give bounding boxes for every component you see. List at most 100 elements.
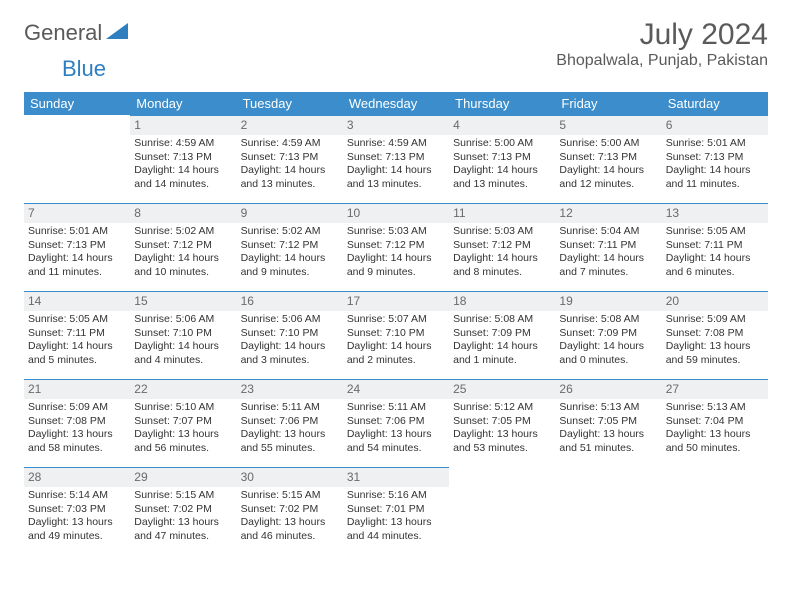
day-number: 16: [237, 291, 343, 311]
sunrise-line: Sunrise: 5:08 AM: [559, 313, 657, 326]
day-number: 2: [237, 115, 343, 135]
sunrise-line: Sunrise: 5:09 AM: [666, 313, 764, 326]
triangle-icon: [106, 23, 128, 44]
sunrise-line: Sunrise: 5:15 AM: [241, 489, 339, 502]
sunrise-line: Sunrise: 5:13 AM: [666, 401, 764, 414]
day-info: Sunrise: 5:06 AMSunset: 7:10 PMDaylight:…: [237, 311, 343, 371]
sunrise-line: Sunrise: 5:02 AM: [134, 225, 232, 238]
sunset-line: Sunset: 7:13 PM: [347, 151, 445, 164]
daylight-line: Daylight: 14 hours and 8 minutes.: [453, 252, 551, 279]
day-cell: 1Sunrise: 4:59 AMSunset: 7:13 PMDaylight…: [130, 115, 236, 203]
day-cell: 7 Sunrise: 5:01 AMSunset: 7:13 PMDaylight…: [24, 203, 130, 291]
day-info: Sunrise: 5:06 AMSunset: 7:10 PMDaylight:…: [130, 311, 236, 371]
day-number: 6: [662, 115, 768, 135]
sunset-line: Sunset: 7:12 PM: [347, 239, 445, 252]
daylight-line: Daylight: 14 hours and 1 minute.: [453, 340, 551, 367]
daylight-line: Daylight: 13 hours and 56 minutes.: [134, 428, 232, 455]
sunrise-line: Sunrise: 4:59 AM: [134, 137, 232, 150]
day-info: Sunrise: 5:09 AMSunset: 7:08 PMDaylight:…: [662, 311, 768, 371]
day-cell: 18Sunrise: 5:08 AMSunset: 7:09 PMDayligh…: [449, 291, 555, 379]
sunrise-line: Sunrise: 5:10 AM: [134, 401, 232, 414]
daylight-line: Daylight: 14 hours and 2 minutes.: [347, 340, 445, 367]
sunset-line: Sunset: 7:11 PM: [28, 327, 126, 340]
day-number: 3: [343, 115, 449, 135]
sunset-line: Sunset: 7:10 PM: [134, 327, 232, 340]
day-number: 17: [343, 291, 449, 311]
sunset-line: Sunset: 7:13 PM: [453, 151, 551, 164]
day-number: 24: [343, 379, 449, 399]
weekday-header: Tuesday: [237, 92, 343, 115]
day-number: 5: [555, 115, 661, 135]
sunrise-line: Sunrise: 5:00 AM: [453, 137, 551, 150]
daylight-line: Daylight: 13 hours and 58 minutes.: [28, 428, 126, 455]
daylight-line: Daylight: 14 hours and 5 minutes.: [28, 340, 126, 367]
sunset-line: Sunset: 7:05 PM: [559, 415, 657, 428]
sunset-line: Sunset: 7:05 PM: [453, 415, 551, 428]
day-cell: 10Sunrise: 5:03 AMSunset: 7:12 PMDayligh…: [343, 203, 449, 291]
day-info: Sunrise: 5:08 AMSunset: 7:09 PMDaylight:…: [555, 311, 661, 371]
daylight-line: Daylight: 13 hours and 44 minutes.: [347, 516, 445, 543]
day-number: 7: [24, 203, 130, 223]
daylight-line: Daylight: 13 hours and 53 minutes.: [453, 428, 551, 455]
weekday-header: Wednesday: [343, 92, 449, 115]
day-cell: 26Sunrise: 5:13 AMSunset: 7:05 PMDayligh…: [555, 379, 661, 467]
sunset-line: Sunset: 7:09 PM: [559, 327, 657, 340]
sunset-line: Sunset: 7:01 PM: [347, 503, 445, 516]
day-number: 22: [130, 379, 236, 399]
sunset-line: Sunset: 7:08 PM: [666, 327, 764, 340]
day-cell: 20Sunrise: 5:09 AMSunset: 7:08 PMDayligh…: [662, 291, 768, 379]
day-cell: 3Sunrise: 4:59 AMSunset: 7:13 PMDaylight…: [343, 115, 449, 203]
daylight-line: Daylight: 13 hours and 47 minutes.: [134, 516, 232, 543]
sunrise-line: Sunrise: 4:59 AM: [347, 137, 445, 150]
sunset-line: Sunset: 7:13 PM: [134, 151, 232, 164]
day-number: 28: [24, 467, 130, 487]
day-cell: 23Sunrise: 5:11 AMSunset: 7:06 PMDayligh…: [237, 379, 343, 467]
daylight-line: Daylight: 14 hours and 11 minutes.: [28, 252, 126, 279]
day-info: Sunrise: 5:04 AMSunset: 7:11 PMDaylight:…: [555, 223, 661, 283]
sunset-line: Sunset: 7:10 PM: [347, 327, 445, 340]
sunset-line: Sunset: 7:03 PM: [28, 503, 126, 516]
sunrise-line: Sunrise: 5:03 AM: [453, 225, 551, 238]
sunrise-line: Sunrise: 5:13 AM: [559, 401, 657, 414]
day-info: Sunrise: 5:05 AMSunset: 7:11 PMDaylight:…: [24, 311, 130, 371]
daylight-line: Daylight: 14 hours and 9 minutes.: [347, 252, 445, 279]
calendar-head: SundayMondayTuesdayWednesdayThursdayFrid…: [24, 92, 768, 115]
calendar-table: SundayMondayTuesdayWednesdayThursdayFrid…: [24, 92, 768, 555]
day-info: Sunrise: 5:12 AMSunset: 7:05 PMDaylight:…: [449, 399, 555, 459]
title-block: July 2024 Bhopalwala, Punjab, Pakistan: [556, 20, 768, 70]
day-number: 26: [555, 379, 661, 399]
logo: General: [24, 20, 130, 46]
sunset-line: Sunset: 7:09 PM: [453, 327, 551, 340]
day-cell: 17Sunrise: 5:07 AMSunset: 7:10 PMDayligh…: [343, 291, 449, 379]
sunrise-line: Sunrise: 5:00 AM: [559, 137, 657, 150]
sunrise-line: Sunrise: 5:01 AM: [28, 225, 126, 238]
day-number: 27: [662, 379, 768, 399]
day-number: 13: [662, 203, 768, 223]
day-info: Sunrise: 5:11 AMSunset: 7:06 PMDaylight:…: [237, 399, 343, 459]
day-cell: 13Sunrise: 5:05 AMSunset: 7:11 PMDayligh…: [662, 203, 768, 291]
day-cell: [662, 467, 768, 555]
day-info: Sunrise: 4:59 AMSunset: 7:13 PMDaylight:…: [130, 135, 236, 195]
day-number: 12: [555, 203, 661, 223]
sunrise-line: Sunrise: 5:06 AM: [134, 313, 232, 326]
day-info: Sunrise: 5:03 AMSunset: 7:12 PMDaylight:…: [449, 223, 555, 283]
day-cell: 11Sunrise: 5:03 AMSunset: 7:12 PMDayligh…: [449, 203, 555, 291]
sunset-line: Sunset: 7:13 PM: [28, 239, 126, 252]
weekday-header: Friday: [555, 92, 661, 115]
day-cell: 24Sunrise: 5:11 AMSunset: 7:06 PMDayligh…: [343, 379, 449, 467]
sunrise-line: Sunrise: 5:11 AM: [347, 401, 445, 414]
day-number: 21: [24, 379, 130, 399]
sunset-line: Sunset: 7:06 PM: [347, 415, 445, 428]
day-cell: 16Sunrise: 5:06 AMSunset: 7:10 PMDayligh…: [237, 291, 343, 379]
day-cell: 14Sunrise: 5:05 AMSunset: 7:11 PMDayligh…: [24, 291, 130, 379]
daylight-line: Daylight: 14 hours and 11 minutes.: [666, 164, 764, 191]
calendar-body: 1Sunrise: 4:59 AMSunset: 7:13 PMDaylight…: [24, 115, 768, 555]
day-cell: 2Sunrise: 4:59 AMSunset: 7:13 PMDaylight…: [237, 115, 343, 203]
sunset-line: Sunset: 7:04 PM: [666, 415, 764, 428]
sunrise-line: Sunrise: 5:16 AM: [347, 489, 445, 502]
day-number: 15: [130, 291, 236, 311]
daylight-line: Daylight: 14 hours and 3 minutes.: [241, 340, 339, 367]
daylight-line: Daylight: 13 hours and 46 minutes.: [241, 516, 339, 543]
sunrise-line: Sunrise: 5:14 AM: [28, 489, 126, 502]
sunset-line: Sunset: 7:06 PM: [241, 415, 339, 428]
